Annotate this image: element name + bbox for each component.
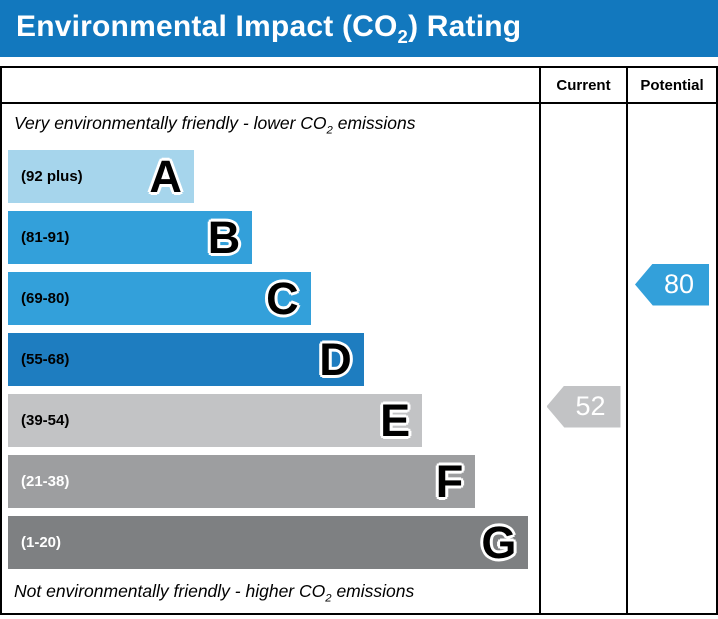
potential-column-cell <box>626 451 716 512</box>
current-column-cell <box>539 512 626 573</box>
current-rating-value: 52 <box>575 391 606 421</box>
band-e-letter: E <box>380 395 411 446</box>
band-d-range: (55-68) <box>21 351 70 368</box>
co2-rating-chart: Current Potential Very environmentally f… <box>0 66 718 615</box>
band-f: (21-38) F <box>8 455 476 508</box>
band-b-range: (81-91) <box>21 229 70 246</box>
band-d-letter: D <box>319 334 352 385</box>
current-column-cell <box>539 146 626 207</box>
current-column-cell <box>539 329 626 390</box>
band-g-range: (1-20) <box>21 534 62 551</box>
band-a: (92 plus) A <box>8 150 194 203</box>
current-column-cell <box>539 268 626 329</box>
potential-column-cell <box>626 573 716 613</box>
top-note: Very environmentally friendly - lower CO… <box>14 113 416 137</box>
band-g: (1-20) G <box>8 516 529 569</box>
page-title: Environmental Impact (CO2) Rating <box>16 10 521 48</box>
band-f-range: (21-38) <box>21 473 70 490</box>
potential-column-header: Potential <box>626 68 716 104</box>
band-a-range: (92 plus) <box>21 168 83 185</box>
current-column-cell: 52 <box>539 385 626 451</box>
band-f-letter: F <box>435 456 464 507</box>
current-column-header: Current <box>539 68 626 104</box>
current-column-cell <box>539 573 626 613</box>
band-c: (69-80) C <box>8 272 311 325</box>
current-rating-arrow: 52 <box>546 385 621 428</box>
header-spacer <box>2 68 539 104</box>
band-g-letter: G <box>481 517 517 568</box>
title-bar: Environmental Impact (CO2) Rating <box>0 0 718 57</box>
potential-rating-value: 80 <box>663 269 695 299</box>
title-subscript: 2 <box>397 25 409 47</box>
current-column-cell <box>539 207 626 268</box>
band-b-letter: B <box>207 212 241 263</box>
current-column-cell <box>539 104 626 146</box>
band-b: (81-91) B <box>8 211 253 264</box>
current-column-cell <box>539 451 626 512</box>
band-e: (39-54) E <box>8 394 423 447</box>
potential-column-cell <box>626 390 716 451</box>
band-c-letter: C <box>266 273 299 324</box>
potential-column-cell <box>626 329 716 390</box>
potential-column-cell <box>626 512 716 573</box>
potential-column-cell <box>626 207 716 268</box>
potential-column-cell <box>626 104 716 146</box>
band-e-range: (39-54) <box>21 412 70 429</box>
band-d: (55-68) D <box>8 333 364 386</box>
potential-column-cell <box>626 146 716 207</box>
band-c-range: (69-80) <box>21 290 70 307</box>
bottom-note: Not environmentally friendly - higher CO… <box>14 581 415 605</box>
potential-column-cell: 80 <box>626 263 716 329</box>
band-a-letter: A <box>149 151 182 202</box>
potential-rating-arrow: 80 <box>635 263 709 306</box>
